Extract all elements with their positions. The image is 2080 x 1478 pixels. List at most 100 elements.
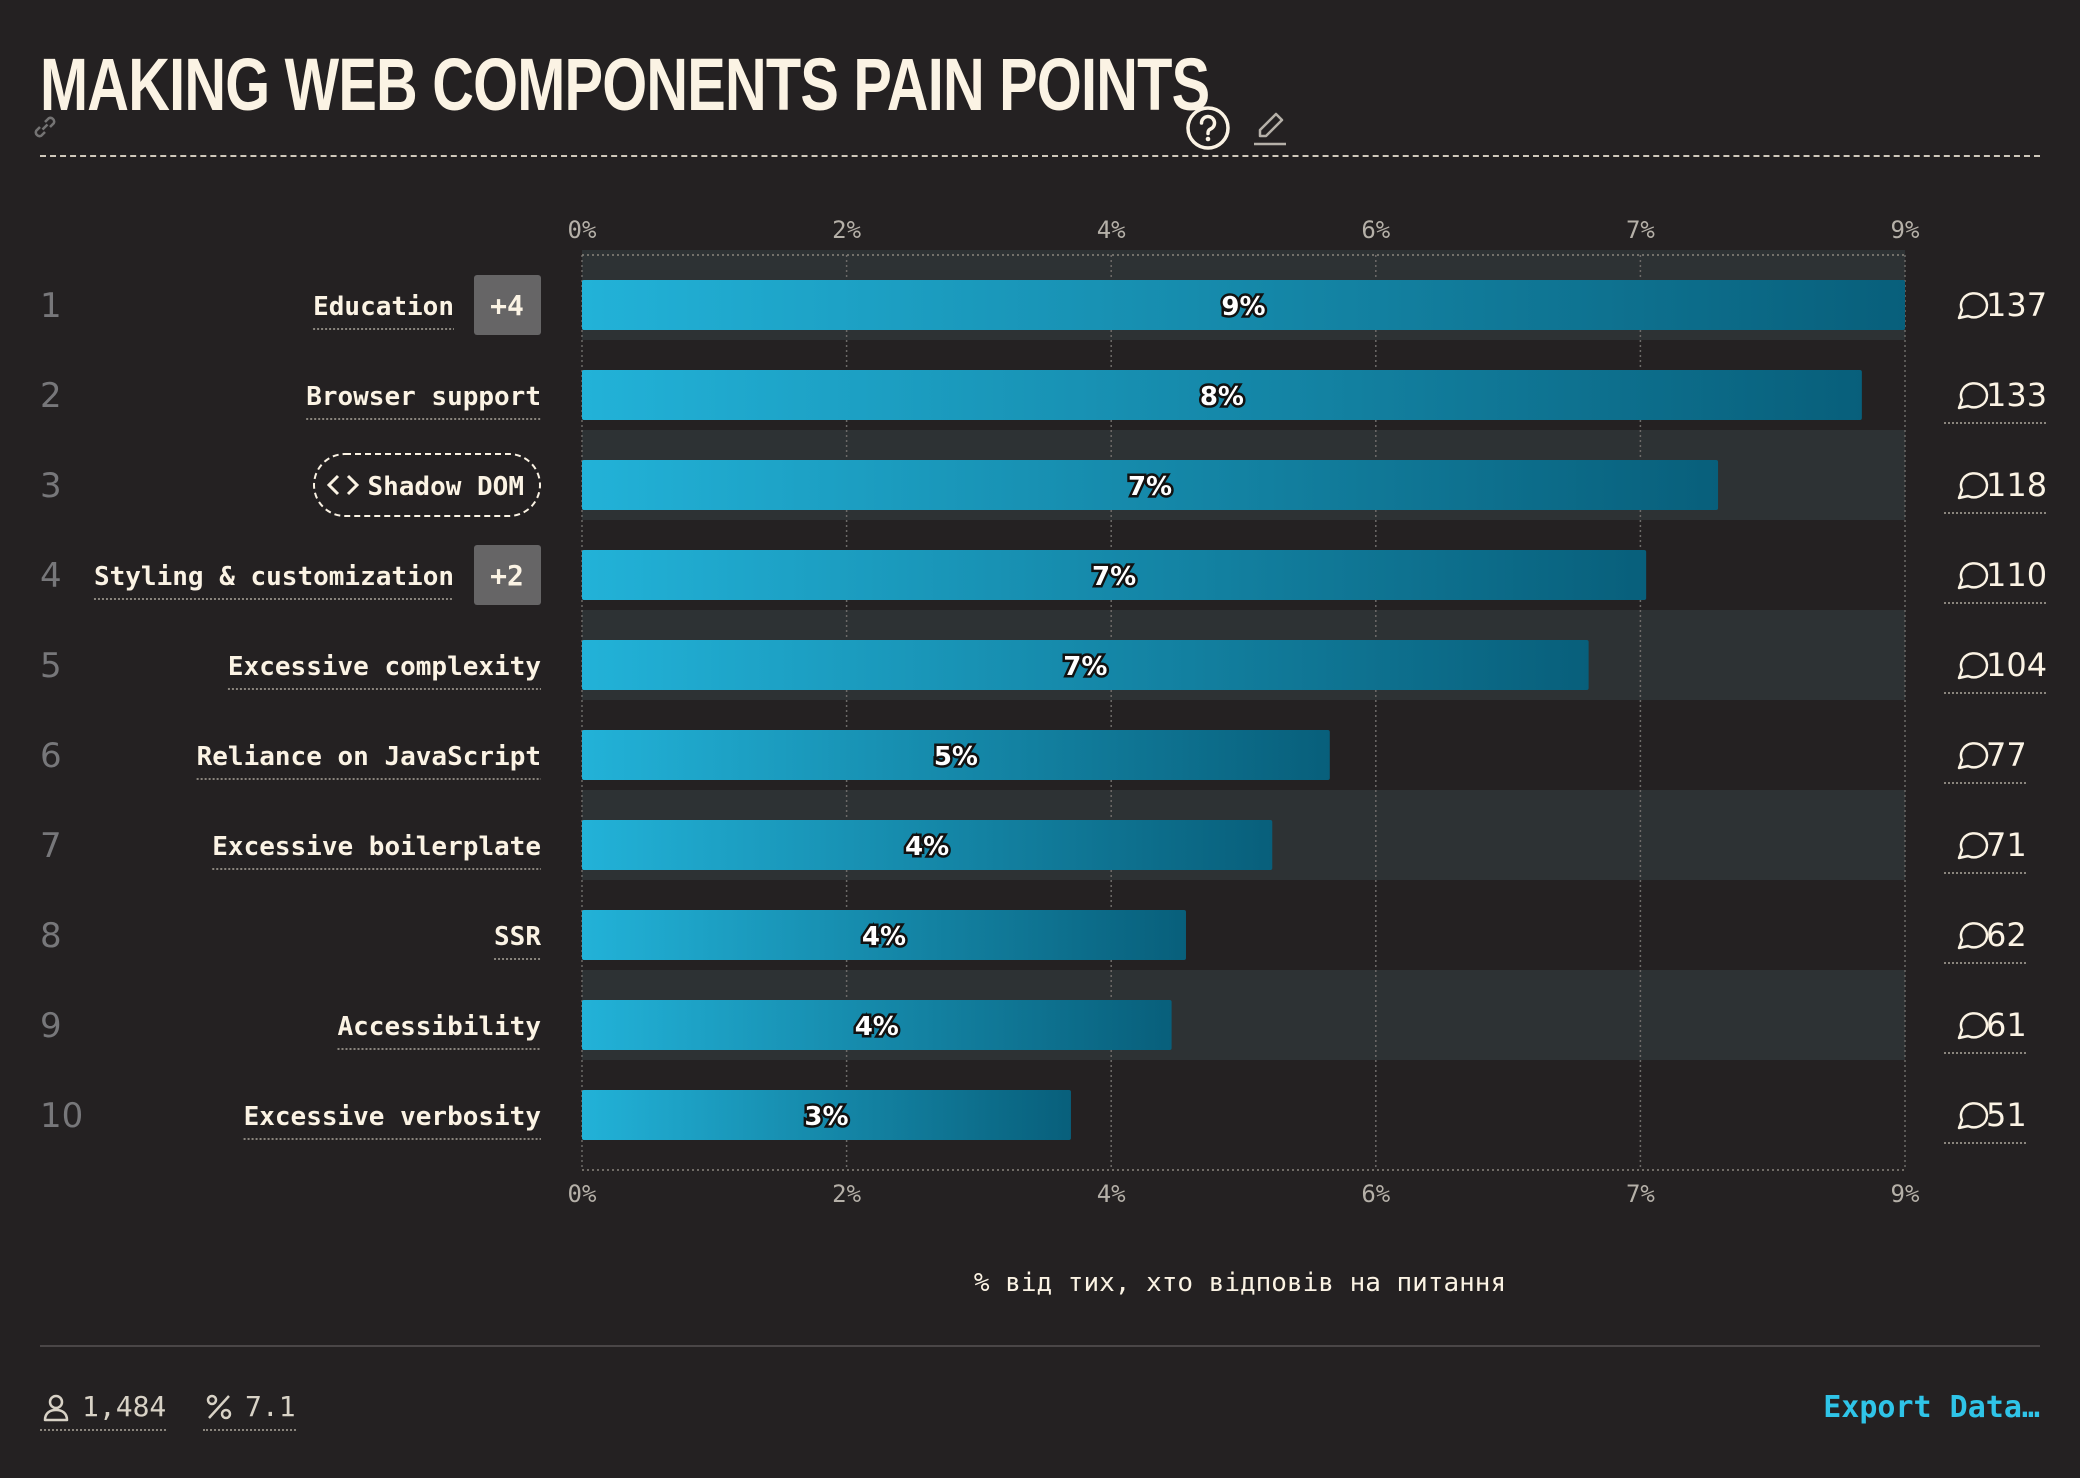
chart-footer: 1,484 7.1 Export Data… bbox=[40, 1390, 2040, 1440]
highlight-outline bbox=[313, 453, 541, 517]
count-value: 77 bbox=[1986, 736, 2027, 774]
chart-row: 8 SSR 4% 62 bbox=[40, 910, 2027, 964]
category-label[interactable]: Accessibility bbox=[338, 1012, 542, 1042]
comment-count[interactable]: 104 bbox=[1944, 646, 2048, 694]
comment-icon bbox=[1957, 1012, 1989, 1040]
bar-value-label: 7% bbox=[1092, 562, 1136, 592]
comment-icon bbox=[1957, 472, 1989, 500]
bar[interactable] bbox=[582, 460, 1719, 510]
highlighted-category[interactable]: Shadow DOM bbox=[313, 453, 541, 517]
more-badge[interactable]: +4 bbox=[474, 275, 541, 335]
rank-label: 10 bbox=[40, 1096, 83, 1136]
bar-value-label: 4% bbox=[855, 1012, 899, 1042]
count-value: 137 bbox=[1986, 286, 2047, 324]
chart-row: 10 Excessive verbosity 3% 51 bbox=[40, 1090, 2027, 1144]
comment-icon bbox=[1957, 382, 1989, 410]
chart-title: MAKING WEB COMPONENTS PAIN POINTS bbox=[40, 43, 1210, 126]
percent-icon bbox=[206, 1394, 232, 1419]
chart-row: 6 Reliance on JavaScript 5% 77 bbox=[40, 730, 2027, 784]
comment-icon bbox=[1957, 652, 1989, 680]
score-value: 7.1 bbox=[245, 1390, 296, 1423]
comment-count[interactable]: 133 bbox=[1944, 376, 2048, 424]
export-data-link[interactable]: Export Data… bbox=[1823, 1390, 2040, 1425]
comment-count[interactable]: 118 bbox=[1944, 466, 2048, 514]
respondents-stat[interactable]: 1,484 bbox=[40, 1390, 167, 1431]
chart-header: MAKING WEB COMPONENTS PAIN POINTS bbox=[34, 40, 2040, 160]
category-label[interactable]: Styling & customization bbox=[94, 562, 454, 592]
comment-icon bbox=[1957, 562, 1989, 590]
comment-count[interactable]: 71 bbox=[1944, 826, 2027, 874]
bar[interactable] bbox=[582, 730, 1330, 780]
bar[interactable] bbox=[582, 370, 1862, 420]
count-value: 51 bbox=[1986, 1096, 2027, 1134]
x-tick-label: 2% bbox=[832, 1180, 861, 1208]
bar-value-label: 8% bbox=[1200, 382, 1244, 412]
category-label[interactable]: Reliance on JavaScript bbox=[197, 742, 541, 772]
x-tick-label: 0% bbox=[568, 1180, 597, 1208]
bar[interactable] bbox=[582, 280, 1905, 330]
edit-icon[interactable] bbox=[1252, 106, 1288, 148]
rank-label: 3 bbox=[40, 466, 62, 506]
link-icon[interactable] bbox=[30, 112, 60, 142]
bar-value-label: 4% bbox=[905, 832, 949, 862]
category-label: Shadow DOM bbox=[367, 472, 524, 502]
category-label[interactable]: Excessive complexity bbox=[228, 652, 541, 682]
x-tick-label: 9% bbox=[1891, 1180, 1920, 1208]
comment-count[interactable]: 110 bbox=[1944, 556, 2048, 604]
category-label[interactable]: SSR bbox=[494, 922, 541, 952]
count-value: 133 bbox=[1986, 376, 2047, 414]
badge-background bbox=[474, 545, 541, 605]
badge-background bbox=[474, 275, 541, 335]
category-label[interactable]: Education bbox=[313, 292, 454, 322]
rank-label: 5 bbox=[40, 646, 62, 686]
bar[interactable] bbox=[582, 1000, 1172, 1050]
comment-count[interactable]: 62 bbox=[1944, 916, 2027, 964]
rank-label: 1 bbox=[40, 286, 62, 326]
bar-value-label: 7% bbox=[1128, 472, 1172, 502]
comment-icon bbox=[1957, 1102, 1989, 1130]
rank-label: 6 bbox=[40, 736, 62, 776]
count-value: 61 bbox=[1986, 1006, 2027, 1044]
comment-icon bbox=[1957, 922, 1989, 950]
code-icon bbox=[326, 474, 360, 496]
comment-icon bbox=[1957, 742, 1989, 770]
bar[interactable] bbox=[582, 640, 1589, 690]
bar[interactable] bbox=[582, 910, 1186, 960]
header-divider bbox=[40, 155, 2040, 157]
category-label[interactable]: Browser support bbox=[306, 382, 541, 412]
bar[interactable] bbox=[582, 550, 1647, 600]
badge-text: +4 bbox=[490, 289, 524, 322]
user-icon bbox=[43, 1394, 69, 1421]
x-tick-label: 4% bbox=[1097, 216, 1126, 244]
comment-count[interactable]: 61 bbox=[1944, 1006, 2027, 1054]
respondents-count: 1,484 bbox=[82, 1390, 167, 1423]
chart-row: 7 Excessive boilerplate 4% 71 bbox=[40, 820, 2027, 874]
rank-label: 8 bbox=[40, 916, 62, 956]
rank-label: 9 bbox=[40, 1006, 62, 1046]
bar-value-label: 3% bbox=[804, 1102, 848, 1132]
bar-value-label: 4% bbox=[862, 922, 906, 952]
count-value: 110 bbox=[1986, 556, 2047, 594]
help-icon[interactable] bbox=[1184, 104, 1232, 152]
rank-label: 4 bbox=[40, 556, 62, 596]
more-badge[interactable]: +2 bbox=[474, 545, 541, 605]
x-tick-label: 7% bbox=[1626, 1180, 1655, 1208]
category-label[interactable]: Excessive verbosity bbox=[244, 1102, 541, 1132]
comment-count[interactable]: 51 bbox=[1944, 1096, 2027, 1144]
x-tick-label: 4% bbox=[1097, 1180, 1126, 1208]
rank-label: 7 bbox=[40, 826, 62, 866]
x-tick-label: 6% bbox=[1361, 216, 1390, 244]
bar-value-label: 9% bbox=[1221, 292, 1265, 322]
bar[interactable] bbox=[582, 1090, 1071, 1140]
bar[interactable] bbox=[582, 820, 1273, 870]
count-value: 62 bbox=[1986, 916, 2027, 954]
comment-count[interactable]: 137 bbox=[1957, 286, 2047, 324]
rank-label: 2 bbox=[40, 376, 62, 416]
count-value: 118 bbox=[1986, 466, 2047, 504]
bar-chart: 0% 2% 4% 6% 7% 9% 0% 2% 4% 6% 7% 9% 1 +4 Education 9%… bbox=[40, 216, 2048, 1208]
category-label[interactable]: Excessive boilerplate bbox=[212, 832, 541, 862]
comment-count[interactable]: 77 bbox=[1944, 736, 2027, 784]
chart-row: 2 Browser support 8% 133 bbox=[40, 370, 2048, 424]
score-stat[interactable]: 7.1 bbox=[203, 1390, 296, 1431]
x-tick-label: 2% bbox=[832, 216, 861, 244]
